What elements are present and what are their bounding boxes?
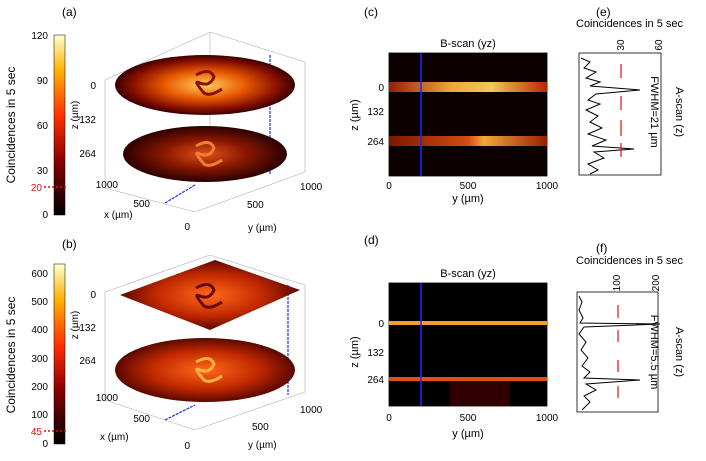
axis-c-y-label: y (µm): [452, 193, 483, 205]
axis-c-y-tick: 0: [386, 181, 392, 192]
axis-d-y-tick: 0: [386, 413, 392, 424]
bscan-band-bottom-d: [389, 377, 547, 381]
ascan-frame-f: [576, 291, 659, 413]
scan-line-a-base: [164, 184, 196, 204]
bscan-band-top-c: [389, 82, 547, 92]
bscan-band-top-d: [389, 321, 547, 325]
panel-e: (e) Coincidences in 5 sec 30 60 FWHM=21 …: [576, 5, 685, 176]
axis-d-z-tick: 264: [367, 375, 384, 386]
colorbar-a-tick: 0: [42, 210, 48, 221]
sample-letter-bottom-b: [195, 357, 223, 383]
panel-f-tick: 200: [651, 274, 662, 291]
axis-b-z-label: z (µm): [70, 311, 81, 340]
colorbar-b-tick: 300: [31, 354, 48, 365]
axis-c-y-tick: 500: [460, 181, 477, 192]
axis-d-y-label: y (µm): [452, 428, 483, 440]
colorbar-b: [53, 263, 66, 445]
panel-d-label: (d): [364, 233, 379, 247]
sample-letter-top-b: [195, 283, 223, 309]
axis-a-x-label: x (µm): [104, 210, 133, 221]
panel-d: (d) B-scan (yz) 0 132 264 z (µm) 0 500 1…: [349, 233, 559, 440]
bscan-band-bottom-c: [389, 136, 547, 146]
ascan-frame-e: [578, 52, 662, 176]
bscan-speckle-d: [450, 381, 510, 406]
colorbar-b-title: Coincidences in 5 sec: [4, 297, 18, 414]
panel-d-title: B-scan (yz): [440, 268, 496, 280]
colorbar-b-tick: 200: [31, 382, 48, 393]
colorbar-a-tick: 90: [37, 76, 49, 87]
axis-c-z-tick: 132: [367, 107, 384, 118]
colorbar-b-tick: 600: [31, 269, 48, 280]
axis-d-y-tick: 1000: [536, 413, 559, 424]
axis-d-y-tick: 500: [460, 413, 477, 424]
colorbar-b-tick: 0: [42, 439, 48, 450]
colorbar-a: [53, 34, 66, 216]
colorbar-a-title: Coincidences in 5 sec: [4, 67, 18, 184]
colorbar-b-tick: 500: [31, 297, 48, 308]
colorbar-a-tick: 120: [31, 31, 48, 42]
box-b: [104, 254, 306, 431]
axis-b-y-tick: 1000: [300, 405, 323, 416]
axis-b-x-tick: 1000: [96, 393, 119, 404]
bscan-image-c: [388, 52, 548, 177]
panel-e-fwhm: FWHM=21 µm: [648, 76, 660, 147]
sample-letter-top-a: [195, 70, 223, 96]
panel-e-top-label: Coincidences in 5 sec: [576, 18, 684, 30]
colorbar-b-tick: 400: [31, 325, 48, 336]
axis-b-z-tick: 132: [79, 323, 96, 334]
axis-a-z-tick: 264: [79, 149, 96, 160]
ascan-trace-e: [580, 57, 641, 175]
axis-b-x-tick: 0: [184, 441, 190, 452]
panel-f-side-label: A-scan (z): [673, 327, 685, 377]
axis-b-x-label: x (µm): [100, 432, 129, 443]
panel-e-side-label: A-scan (z): [673, 87, 685, 137]
colorbar-a-threshold: 20: [31, 183, 43, 194]
panel-a: (a) 120 90 60 30 0 20 Coincidences in 5 …: [4, 5, 323, 234]
sample-letter-bottom-a: [195, 141, 223, 167]
panel-f-top-label: Coincidences in 5 sec: [576, 255, 684, 267]
axis-a-z-label: z (µm): [70, 101, 81, 130]
colorbar-b-tick: 100: [31, 410, 48, 421]
panel-f: (f) Coincidences in 5 sec 100 200 FWHM=5…: [576, 241, 685, 413]
axis-d-z-tick: 132: [367, 348, 384, 359]
axis-c-z-label: z (µm): [349, 99, 361, 130]
axis-a-x-tick: 1000: [96, 180, 119, 191]
axis-b-y-tick: 500: [252, 422, 269, 433]
colorbar-a-tick: 30: [37, 166, 49, 177]
panel-e-label: (e): [596, 5, 611, 19]
panel-b: (b) 600 500 400 300 200 100 0 45 Coincid…: [4, 237, 323, 452]
axis-c-z-tick: 0: [378, 83, 384, 94]
axis-b-z-tick: 0: [90, 290, 96, 301]
panel-c-title: B-scan (yz): [440, 38, 496, 50]
panel-e-tick: 60: [654, 39, 665, 51]
panel-e-tick: 30: [616, 39, 627, 51]
axis-b-x-tick: 500: [133, 414, 150, 425]
axis-a-x-tick: 0: [184, 222, 190, 233]
scan-line-b-base: [164, 404, 196, 421]
panel-a-label: (a): [62, 5, 77, 19]
axis-d-z-label: z (µm): [349, 336, 361, 367]
axis-a-z-tick: 132: [79, 115, 96, 126]
panel-f-label: (f): [596, 241, 607, 255]
panel-c-label: (c): [364, 5, 378, 19]
panel-c: (c) B-scan (yz) 0 132 264 z (µm) 0 500 1…: [349, 5, 559, 205]
axis-a-y-tick: 1000: [300, 182, 323, 193]
axis-a-y-tick: 500: [247, 200, 264, 211]
axis-a-y-label: y (µm): [248, 223, 277, 234]
axis-b-z-tick: 264: [79, 356, 96, 367]
panel-b-label: (b): [62, 237, 77, 251]
axis-c-y-tick: 1000: [536, 181, 559, 192]
panel-f-fwhm: FWHM=5.5 µm: [648, 315, 660, 389]
axis-b-y-label: y (µm): [248, 440, 277, 451]
axis-c-z-tick: 264: [367, 137, 384, 148]
colorbar-b-threshold: 45: [31, 427, 43, 438]
ascan-trace-f: [578, 295, 661, 411]
box-a: [104, 31, 306, 213]
colorbar-a-tick: 60: [37, 121, 49, 132]
axis-a-x-tick: 500: [133, 199, 150, 210]
panel-f-tick: 100: [612, 274, 623, 291]
axis-d-z-tick: 0: [378, 319, 384, 330]
axis-a-z-tick: 0: [90, 81, 96, 92]
